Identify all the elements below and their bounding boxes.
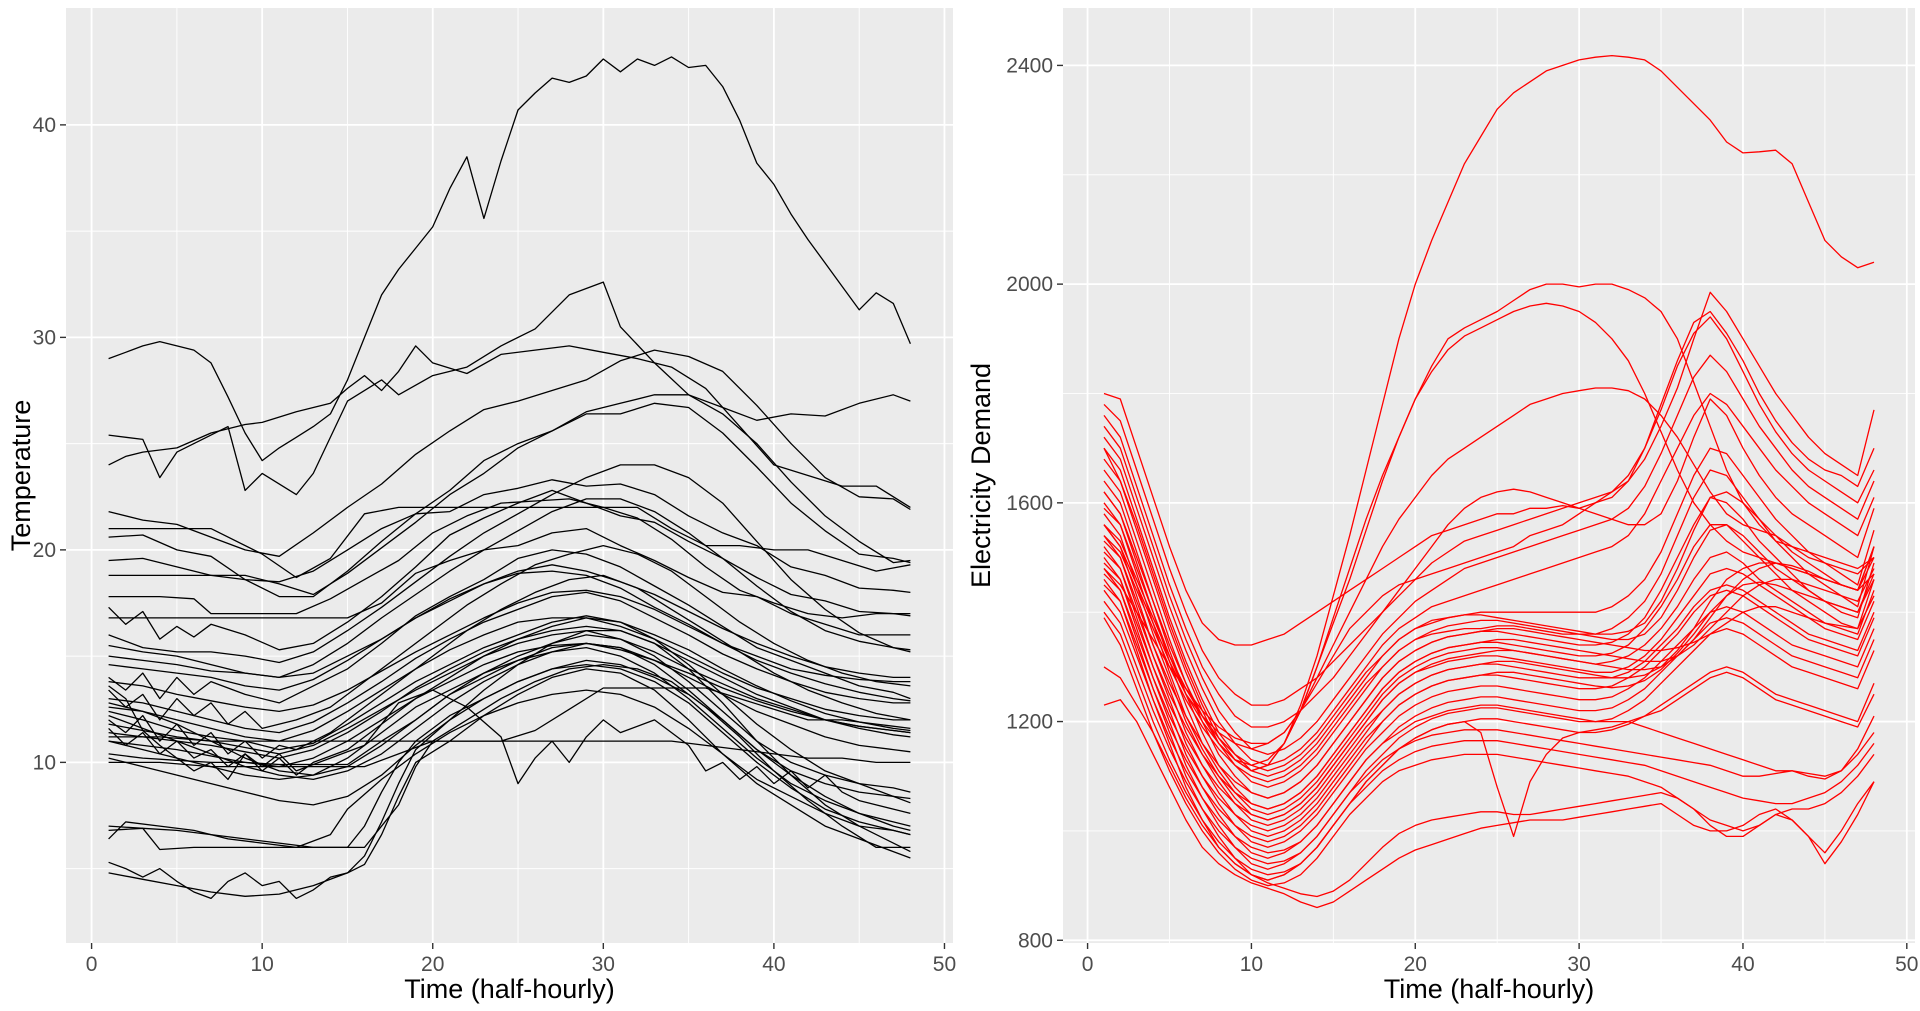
temperature-series-line-36 (108, 663, 911, 851)
temperature-plot-background (66, 8, 953, 943)
temperature-y-axis-title: Temperature (6, 400, 36, 552)
x-tick-label: 20 (1404, 953, 1427, 976)
y-tick-label: 20 (33, 539, 56, 562)
temperature-series-line-30 (108, 634, 911, 793)
electricity-series-line-27 (1103, 617, 1875, 887)
temperature-y-ticks: 10 20 30 40 (33, 114, 66, 774)
electricity-panel: 0 10 20 30 40 50 800 1200 1600 2000 2400 Time (ha… (966, 8, 1918, 1004)
temperature-series-line-39 (108, 629, 911, 897)
temperature-series-line-8 (108, 479, 911, 594)
x-tick-label: 10 (250, 953, 273, 976)
electricity-series-line-29 (1103, 699, 1875, 909)
x-tick-label: 30 (1567, 953, 1590, 976)
x-tick-label: 0 (1082, 953, 1094, 976)
temperature-series-line-22 (108, 574, 911, 759)
temperature-series-line-16 (108, 549, 911, 704)
y-tick-label: 800 (1018, 929, 1053, 952)
electricity-series-line-7 (1103, 316, 1875, 706)
temperature-series-line-4 (108, 349, 911, 557)
temperature-series-line-18 (108, 544, 911, 730)
electricity-y-ticks: 800 1200 1600 2000 2400 (1006, 54, 1063, 952)
temperature-series-line-35 (108, 659, 911, 849)
x-tick-label: 50 (933, 953, 956, 976)
temperature-series-line-15 (108, 570, 911, 691)
electricity-series-line-16 (1103, 502, 1875, 821)
y-tick-label: 2000 (1006, 273, 1053, 296)
temperature-series-line-14 (108, 564, 911, 679)
electricity-series-line-9 (1103, 354, 1875, 756)
temperature-series-line-7 (108, 394, 911, 596)
y-tick-label: 10 (33, 751, 56, 774)
electricity-plot-background (1063, 8, 1915, 943)
temperature-series-line-25 (108, 687, 911, 742)
electricity-series-line-8 (1103, 398, 1875, 728)
electricity-x-ticks: 0 10 20 30 40 50 (1082, 943, 1918, 976)
y-tick-label: 1200 (1006, 711, 1053, 734)
temperature-series-line-33 (108, 646, 911, 827)
temperature-x-axis-title: Time (half-hourly) (404, 974, 615, 1004)
temperature-series-line-1 (108, 56, 911, 462)
temperature-series-line-5 (108, 506, 911, 579)
electricity-series-line-3 (1103, 302, 1875, 766)
x-tick-label: 10 (1240, 953, 1263, 976)
x-tick-label: 20 (421, 953, 444, 976)
electricity-series-line-36 (1103, 491, 1875, 772)
electricity-series-line-31 (1103, 551, 1875, 810)
electricity-series-line-6 (1103, 310, 1875, 646)
electricity-series-line-30 (1103, 540, 1875, 799)
temperature-series-line-29 (108, 685, 911, 815)
temperature-series-line-37 (108, 689, 911, 849)
temperature-series-line-12 (108, 464, 911, 664)
electricity-series-line-28 (1103, 666, 1875, 898)
electricity-series-line-33 (1103, 546, 1875, 832)
electricity-series-line-10 (1103, 392, 1875, 766)
temperature-series-line-20 (108, 617, 911, 742)
electricity-series-line-25 (1103, 600, 1875, 865)
y-tick-label: 30 (33, 326, 56, 349)
temperature-series-line-23 (108, 629, 911, 755)
electricity-x-axis-title: Time (half-hourly) (1384, 974, 1595, 1004)
electricity-series-line-35 (1103, 524, 1875, 783)
temperature-series-line-9 (108, 498, 911, 619)
y-tick-label: 40 (33, 114, 56, 137)
electricity-series-line-26 (1103, 611, 1875, 876)
electricity-series-line-5 (1103, 291, 1875, 745)
electricity-series-line-24 (1103, 589, 1875, 854)
x-tick-label: 30 (592, 953, 615, 976)
electricity-series-line-4 (1103, 387, 1875, 750)
temperature-gridlines (66, 8, 953, 943)
electricity-y-axis-title: Electricity Demand (966, 363, 996, 588)
x-tick-label: 0 (86, 953, 98, 976)
x-tick-label: 40 (762, 953, 785, 976)
y-tick-label: 1600 (1006, 492, 1053, 515)
temperature-series-line-10 (108, 489, 911, 651)
temperature-series-line-32 (108, 617, 911, 804)
electricity-series-line-13 (1103, 469, 1875, 799)
electricity-series-lines (1103, 54, 1875, 909)
temperature-series-line-38 (108, 668, 911, 900)
temperature-series-lines (108, 56, 911, 900)
y-tick-label: 2400 (1006, 54, 1053, 77)
electricity-series-line-14 (1103, 480, 1875, 810)
temperature-x-ticks: 0 10 20 30 40 50 (86, 943, 956, 976)
temperature-series-line-17 (108, 589, 911, 713)
electricity-series-line-34 (1103, 579, 1875, 843)
x-tick-label: 40 (1731, 953, 1754, 976)
x-tick-label: 50 (1895, 953, 1918, 976)
electricity-series-line-32 (1103, 557, 1875, 821)
